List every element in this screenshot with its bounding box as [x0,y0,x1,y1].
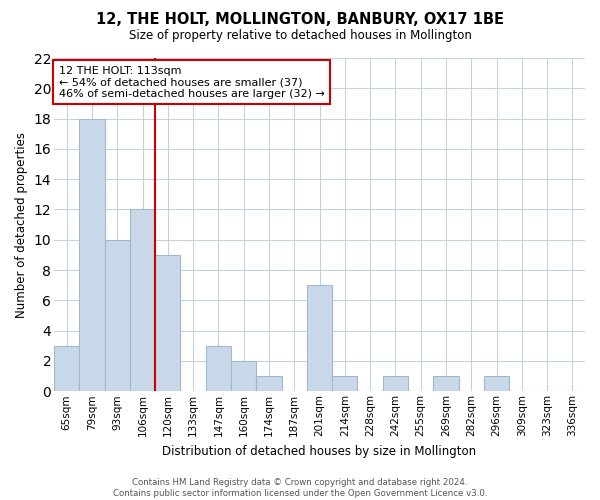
Bar [256,376,281,392]
Text: 12 THE HOLT: 113sqm
← 54% of detached houses are smaller (37)
46% of semi-detach: 12 THE HOLT: 113sqm ← 54% of detached ho… [59,66,325,99]
Bar [484,376,509,392]
Bar [79,118,104,392]
Text: 12, THE HOLT, MOLLINGTON, BANBURY, OX17 1BE: 12, THE HOLT, MOLLINGTON, BANBURY, OX17 … [96,12,504,28]
Bar [383,376,408,392]
Bar [307,285,332,392]
Bar [104,240,130,392]
Text: Size of property relative to detached houses in Mollington: Size of property relative to detached ho… [128,29,472,42]
X-axis label: Distribution of detached houses by size in Mollington: Distribution of detached houses by size … [163,444,476,458]
Bar [231,361,256,392]
Bar [433,376,458,392]
Text: Contains HM Land Registry data © Crown copyright and database right 2024.
Contai: Contains HM Land Registry data © Crown c… [113,478,487,498]
Bar [155,255,181,392]
Bar [206,346,231,392]
Bar [130,210,155,392]
Y-axis label: Number of detached properties: Number of detached properties [15,132,28,318]
Bar [54,346,79,392]
Bar [332,376,358,392]
